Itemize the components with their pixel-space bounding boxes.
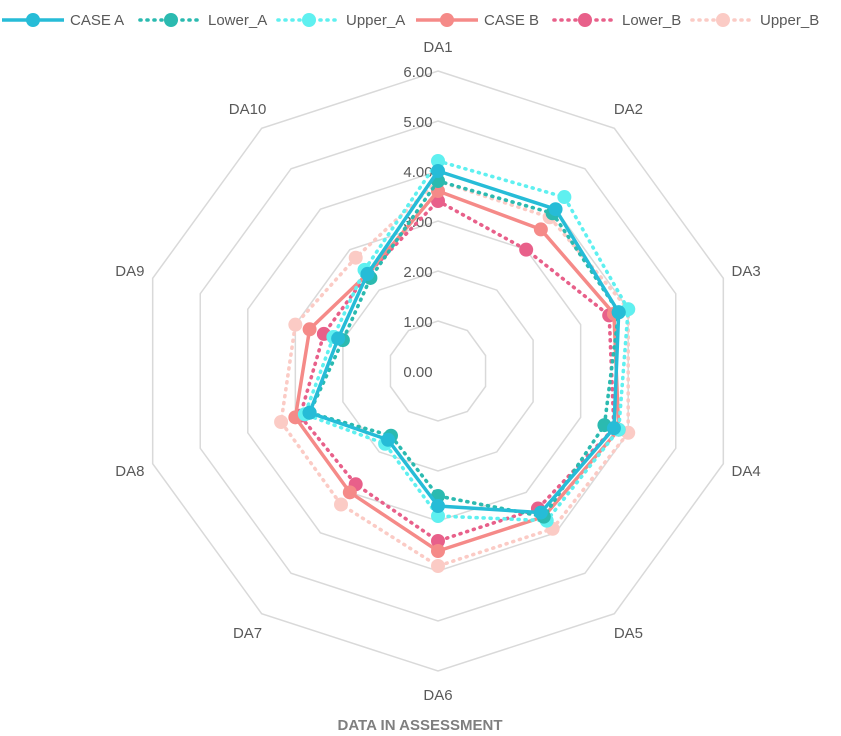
legend-label: Lower_B [622, 12, 681, 29]
data-point-case-a-da4 [606, 421, 621, 436]
grid-ring-2 [342, 270, 534, 472]
legend-swatch-marker [440, 13, 454, 27]
data-point-case-a-da3 [611, 305, 626, 320]
legend-label: Upper_B [760, 12, 819, 29]
data-point-case-b-da6 [431, 544, 445, 558]
category-labels: DA1 DA2 DA3 DA4 DA5 DA6 DA7 DA8 DA9 DA10 [115, 39, 760, 704]
legend-label: CASE A [70, 12, 124, 29]
data-point-case-a-da5 [533, 505, 548, 520]
data-point-case-b-da9 [302, 322, 317, 337]
chart-title: DATA IN ASSESSMENT [337, 717, 502, 734]
grid-ring-1 [389, 320, 487, 422]
data-point-case-b-da7 [342, 485, 357, 500]
category-label-da5: DA5 [614, 625, 643, 642]
legend-label: Lower_A [208, 12, 267, 29]
tick-label: 5.00 [403, 114, 432, 131]
data-point-case-a-da6 [431, 499, 445, 513]
legend: CASE A Lower_A Upper_A CASE B Lower_B Upper_B [2, 12, 819, 29]
data-point-case-a-da8 [302, 405, 317, 420]
series-line-upper-a [303, 159, 631, 523]
category-label-da10: DA10 [229, 101, 267, 118]
legend-item-case-a: CASE A [2, 12, 124, 29]
data-point-upper-a-da2 [557, 190, 572, 205]
data-point-case-a-da1 [431, 164, 445, 178]
series-line-case-a [307, 169, 621, 515]
grid-ring-5 [199, 120, 677, 622]
series-line-lower-b [298, 199, 616, 543]
series-case-a [302, 164, 626, 520]
data-point-lower-b-da6 [431, 534, 445, 548]
legend-label: Upper_A [346, 12, 405, 29]
legend-item-lower-a: Lower_A [138, 12, 267, 29]
category-label-da3: DA3 [732, 263, 761, 280]
legend-item-upper-b: Upper_B [690, 12, 819, 29]
data-point-case-a-da7 [381, 432, 396, 447]
category-label-da8: DA8 [115, 463, 144, 480]
legend-label: CASE B [484, 12, 539, 29]
radar-grid [151, 70, 725, 672]
data-point-upper-b-da6 [431, 559, 445, 573]
legend-swatch-marker [26, 13, 40, 27]
legend-item-upper-a: Upper_A [276, 12, 405, 29]
legend-swatch-marker [302, 13, 316, 27]
category-label-da1: DA1 [423, 39, 452, 56]
category-label-da9: DA9 [115, 263, 144, 280]
data-point-upper-a-da1 [431, 154, 445, 168]
legend-item-case-b: CASE B [416, 12, 539, 29]
category-label-da4: DA4 [732, 463, 761, 480]
category-label-da6: DA6 [423, 687, 452, 704]
data-point-lower-b-da2 [519, 242, 534, 257]
data-point-upper-b-da10 [348, 250, 363, 265]
legend-swatch-marker [578, 13, 592, 27]
data-point-upper-b-da7 [334, 497, 349, 512]
data-point-upper-a-da6 [431, 509, 445, 523]
legend-swatch-marker [716, 13, 730, 27]
grid-ring-6 [151, 70, 725, 672]
tick-label: 6.00 [403, 64, 432, 81]
tick-label: 1.00 [403, 314, 432, 331]
tick-label: 3.00 [403, 214, 432, 231]
series-line-case-b [293, 189, 621, 553]
tick-label: 2.00 [403, 264, 432, 281]
series-group [274, 154, 636, 573]
radial-tick-labels: 0.00 1.00 2.00 3.00 4.00 5.00 6.00 [403, 64, 432, 381]
tick-label: 4.00 [403, 164, 432, 181]
legend-item-lower-b: Lower_B [552, 12, 681, 29]
legend-swatch-marker [164, 13, 178, 27]
data-point-case-b-da2 [533, 222, 548, 237]
category-label-da2: DA2 [614, 101, 643, 118]
category-label-da7: DA7 [233, 625, 262, 642]
tick-label: 0.00 [403, 364, 432, 381]
data-point-case-a-da9 [331, 331, 346, 346]
data-point-case-a-da10 [360, 266, 375, 281]
data-point-upper-b-da9 [288, 317, 303, 332]
data-point-upper-b-da8 [274, 414, 289, 429]
data-point-case-a-da2 [548, 202, 563, 217]
